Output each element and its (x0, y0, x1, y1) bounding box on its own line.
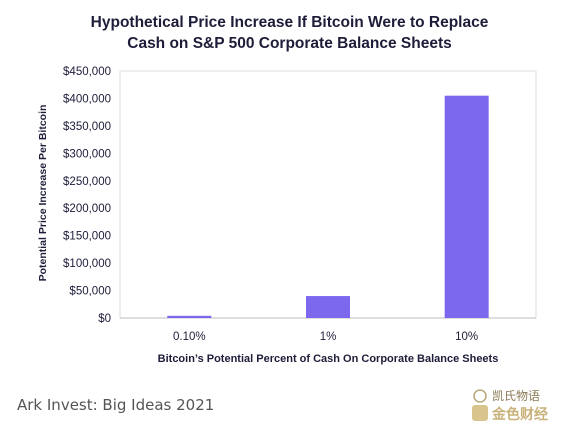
y-tick-label: $150,000 (63, 231, 111, 243)
x-axis-label: Bitcoin’s Potential Percent of Cash On C… (158, 353, 499, 365)
watermark-logo: 凯氏物语 金色财经 (472, 389, 548, 423)
jinse-logo-icon (472, 405, 488, 421)
source-caption: Ark Invest: Big Ideas 2021 (17, 396, 215, 414)
y-tick-label: $400,000 (63, 93, 111, 105)
y-tick-label: $0 (98, 313, 111, 325)
bar (306, 296, 350, 318)
chart-title-line-1: Hypothetical Price Increase If Bitcoin W… (90, 14, 489, 31)
watermark-text-top: 凯氏物语 (492, 389, 540, 403)
x-tick-labels: 0.10% 1% 10% (173, 331, 478, 343)
y-axis-label: Potential Price Increase Per Bitcoin (37, 105, 49, 282)
bar (167, 315, 212, 318)
x-tick-label: 10% (455, 331, 478, 343)
chart-title-line-2: Cash on S&P 500 Corporate Balance Sheets (127, 35, 452, 52)
wechat-icon (473, 389, 487, 403)
y-tick-label: $350,000 (63, 121, 111, 133)
bar (444, 95, 489, 318)
y-tick-label: $50,000 (69, 286, 111, 298)
y-tick-label: $250,000 (63, 176, 111, 188)
bars-group (167, 95, 489, 318)
y-tick-label: $200,000 (63, 203, 111, 215)
watermark-text-bottom: 金色财经 (491, 406, 548, 423)
chart-title: Hypothetical Price Increase If Bitcoin W… (0, 12, 579, 54)
y-tick-label: $300,000 (63, 148, 111, 160)
y-tick-label: $450,000 (63, 66, 111, 78)
y-tick-labels: $0 $50,000 $100,000 $150,000 $200,000 $250,00… (63, 66, 111, 325)
watermark: 凯氏物语 金色财经 (470, 386, 574, 424)
x-tick-label: 1% (320, 331, 337, 343)
y-tick-label: $100,000 (63, 258, 111, 270)
x-tick-label: 0.10% (173, 331, 206, 343)
